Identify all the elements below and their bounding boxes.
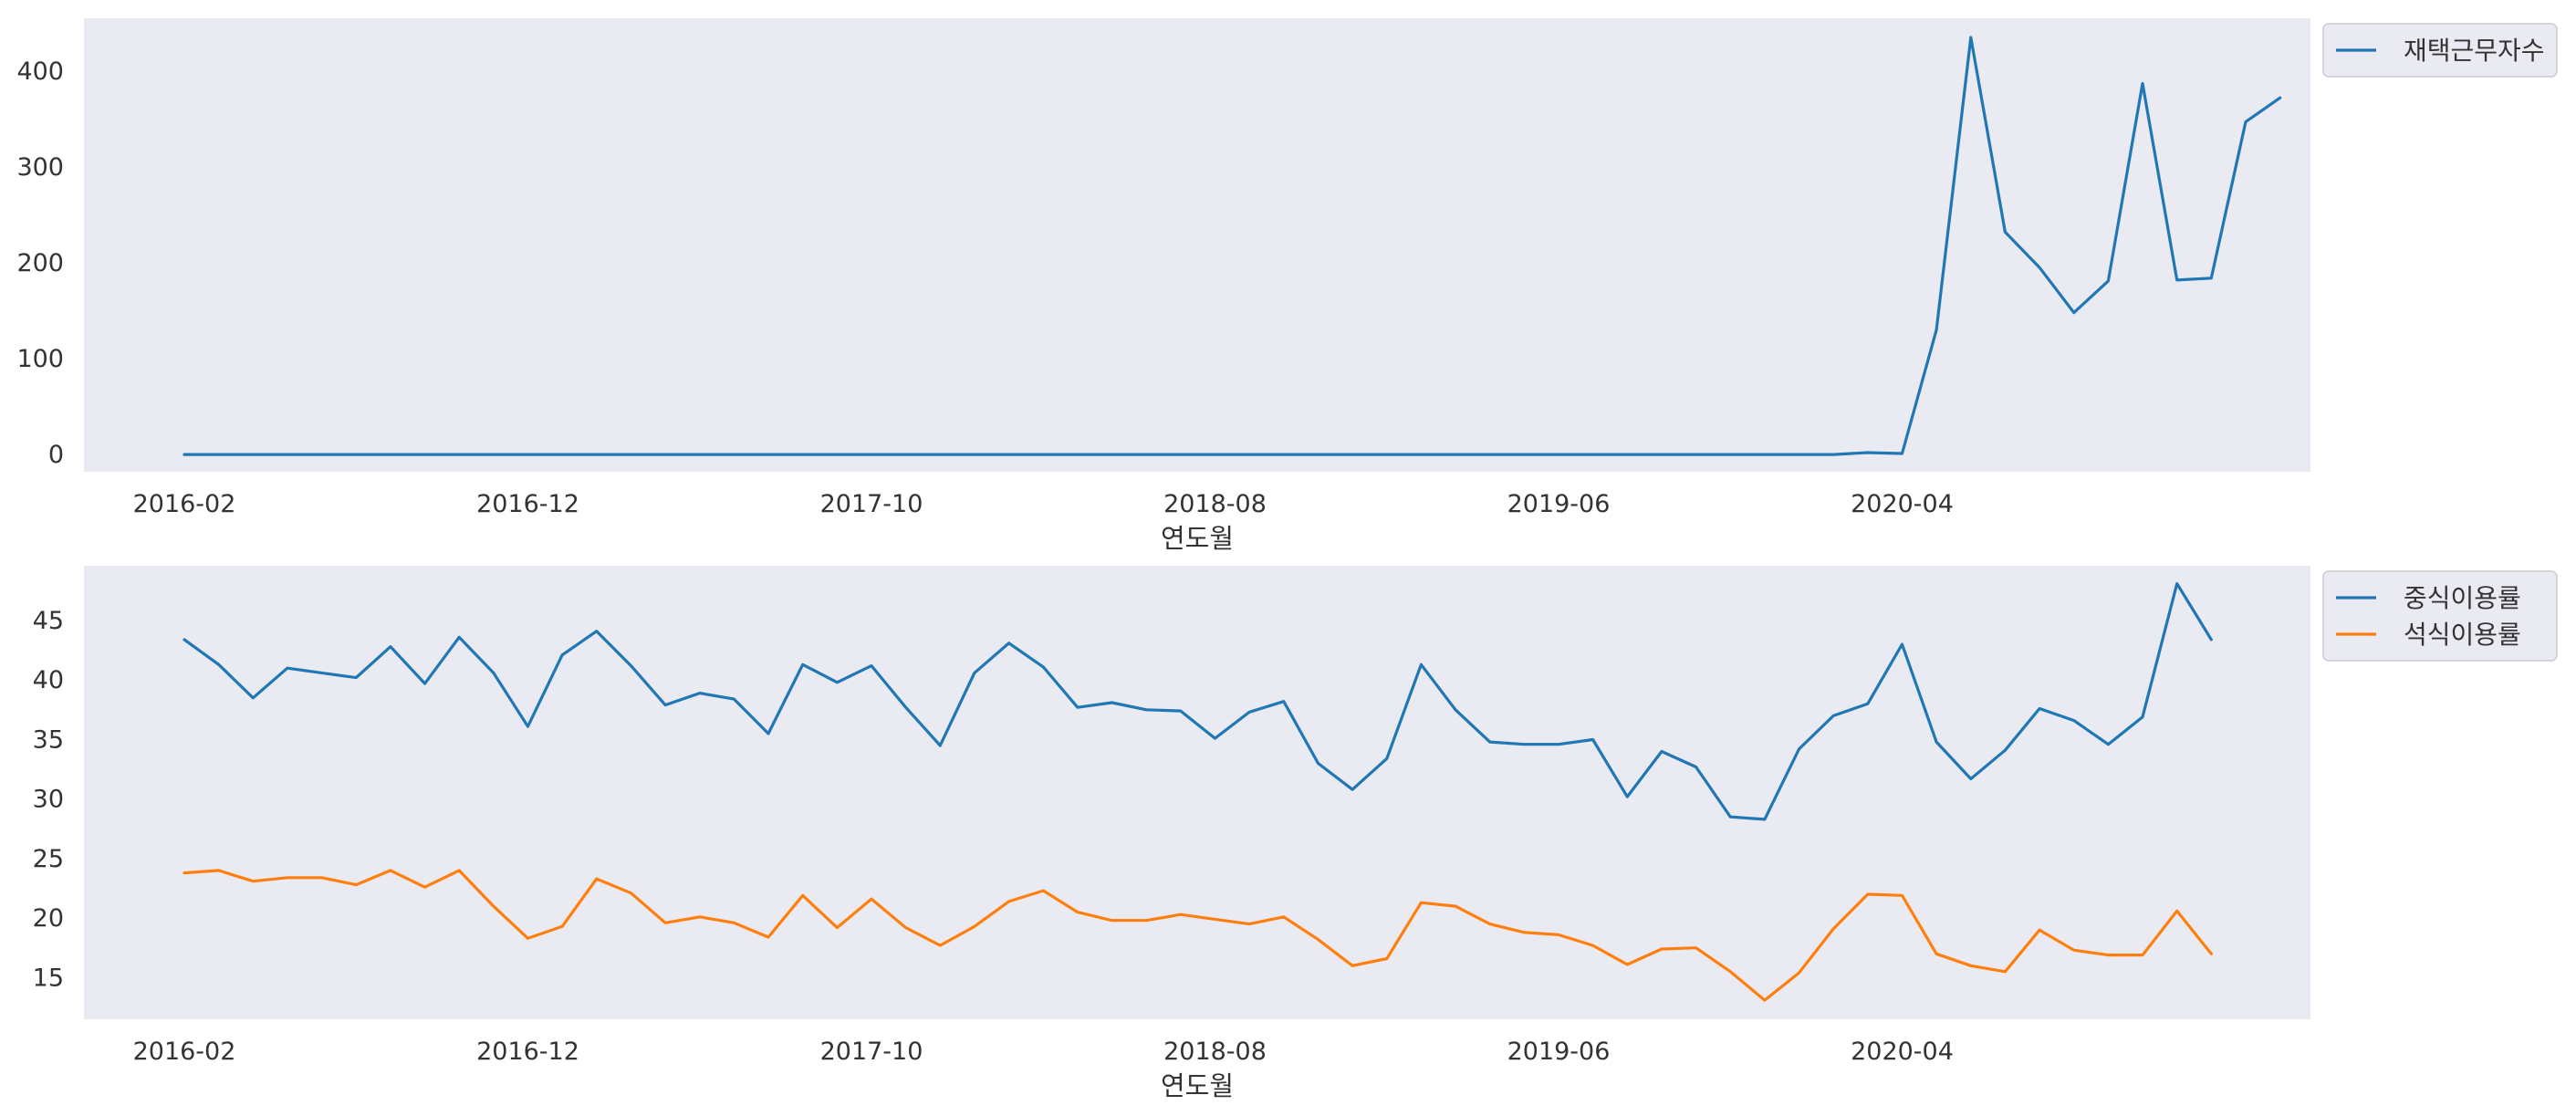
- y-tick-label: 40: [33, 666, 64, 694]
- x-tick-label: 2016-12: [476, 490, 579, 518]
- x-tick-label: 2020-04: [1851, 490, 1954, 518]
- y-tick-label: 45: [33, 607, 64, 635]
- x-tick-label: 2016-02: [133, 1038, 236, 1066]
- x-tick-label: 2020-04: [1851, 1038, 1954, 1066]
- series-layer-bottom: [183, 581, 2213, 1002]
- x-tick-label: 2018-08: [1163, 1038, 1267, 1066]
- series-layer-top: [183, 36, 2282, 456]
- x-tick-label: 2018-08: [1163, 490, 1267, 518]
- x-axis-label-bottom: 연도월: [1161, 1070, 1234, 1101]
- y-tick-label: 15: [33, 964, 64, 992]
- series-line-top-0: [183, 36, 2282, 456]
- y-tick-label: 200: [16, 249, 64, 277]
- y-tick-label: 100: [16, 345, 64, 373]
- y-tick-label: 25: [33, 845, 64, 873]
- series-line-bottom-0: [183, 581, 2213, 821]
- plot-area-top: [84, 18, 2310, 472]
- y-tick-label: 0: [48, 441, 64, 469]
- x-tick-label: 2019-06: [1507, 490, 1611, 518]
- x-tick-label: 2017-10: [820, 1038, 923, 1066]
- y-tick-label: 35: [33, 726, 64, 755]
- legend-box: [2322, 23, 2558, 78]
- chart-bottom: 15 20 25 30 35 40 45 2016-02 2016-12 2017-10 2018…: [33, 566, 2558, 1101]
- legend-box: [2322, 570, 2558, 662]
- x-axis-label-top: 연도월: [1161, 523, 1234, 554]
- plot-area-bottom: [84, 566, 2310, 1019]
- x-tick-label: 2016-12: [476, 1038, 579, 1066]
- x-tick-label: 2019-06: [1507, 1038, 1611, 1066]
- legend-label: 석식이용률: [2404, 620, 2521, 650]
- chart-top: 0 100 200 300 400 2016-02 2016-12 2017-10 2018-…: [16, 18, 2558, 554]
- y-tick-label: 30: [33, 786, 64, 814]
- x-tick-label: 2016-02: [133, 490, 236, 518]
- y-tick-labels-top: 0 100 200 300 400: [16, 57, 64, 469]
- legend-label: 재택근무자수: [2404, 36, 2545, 66]
- y-tick-label: 300: [16, 153, 64, 182]
- y-tick-labels-bottom: 15 20 25 30 35 40 45: [33, 607, 64, 992]
- y-tick-label: 400: [16, 57, 64, 86]
- x-tick-labels-bottom: 2016-02 2016-12 2017-10 2018-08 2019-06 2020-…: [133, 1038, 1954, 1066]
- series-line-bottom-1: [183, 869, 2213, 1002]
- y-tick-label: 20: [33, 904, 64, 933]
- x-tick-label: 2017-10: [820, 490, 923, 518]
- legend-top: 재택근무자수: [2322, 23, 2558, 78]
- legend-label: 중식이용률: [2404, 583, 2521, 613]
- x-tick-labels-top: 2016-02 2016-12 2017-10 2018-08 2019-06 2020-…: [133, 490, 1954, 518]
